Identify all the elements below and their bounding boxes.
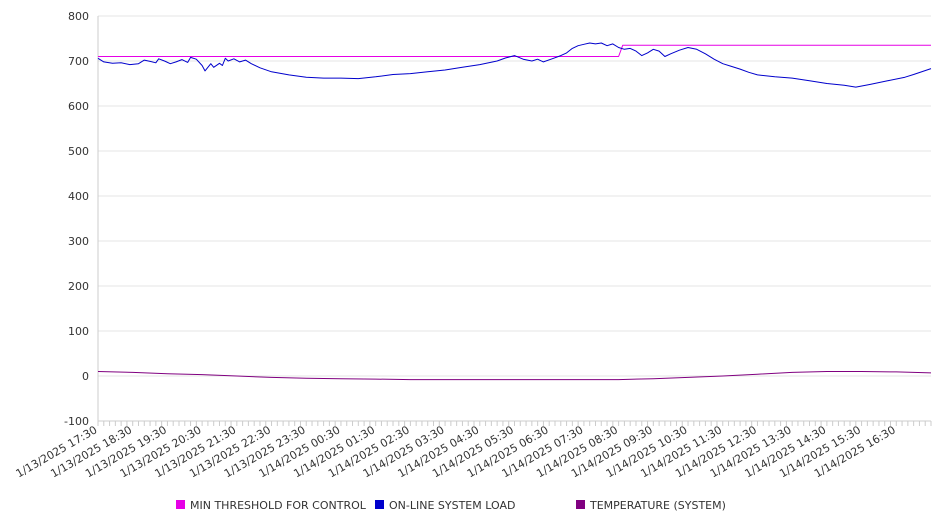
y-tick-label: 500 [68, 145, 89, 158]
series-layer [97, 42, 932, 381]
legend-label: ON-LINE SYSTEM LOAD [389, 499, 515, 512]
legend-swatch [375, 500, 384, 509]
legend-label: MIN THRESHOLD FOR CONTROL [190, 499, 367, 512]
grid-layer [98, 15, 931, 422]
y-tick-label: -100 [64, 415, 89, 428]
y-tick-label: 200 [68, 280, 89, 293]
y-tick-label: 300 [68, 235, 89, 248]
y-tick-label: 400 [68, 190, 89, 203]
y-tick-label: 0 [82, 370, 89, 383]
legend-swatch [176, 500, 185, 509]
y-tick-label: 800 [68, 10, 89, 23]
y-tick-label: 700 [68, 55, 89, 68]
series-line-0 [98, 44, 931, 57]
legend-swatch [576, 500, 585, 509]
series-line-2 [97, 371, 932, 381]
legend: MIN THRESHOLD FOR CONTROL ON-LINE SYSTEM … [176, 499, 726, 512]
series-line-1 [97, 42, 932, 88]
y-tick-label: 600 [68, 100, 89, 113]
y-tick-label: 100 [68, 325, 89, 338]
legend-label: TEMPERATURE (SYSTEM) [589, 499, 726, 512]
